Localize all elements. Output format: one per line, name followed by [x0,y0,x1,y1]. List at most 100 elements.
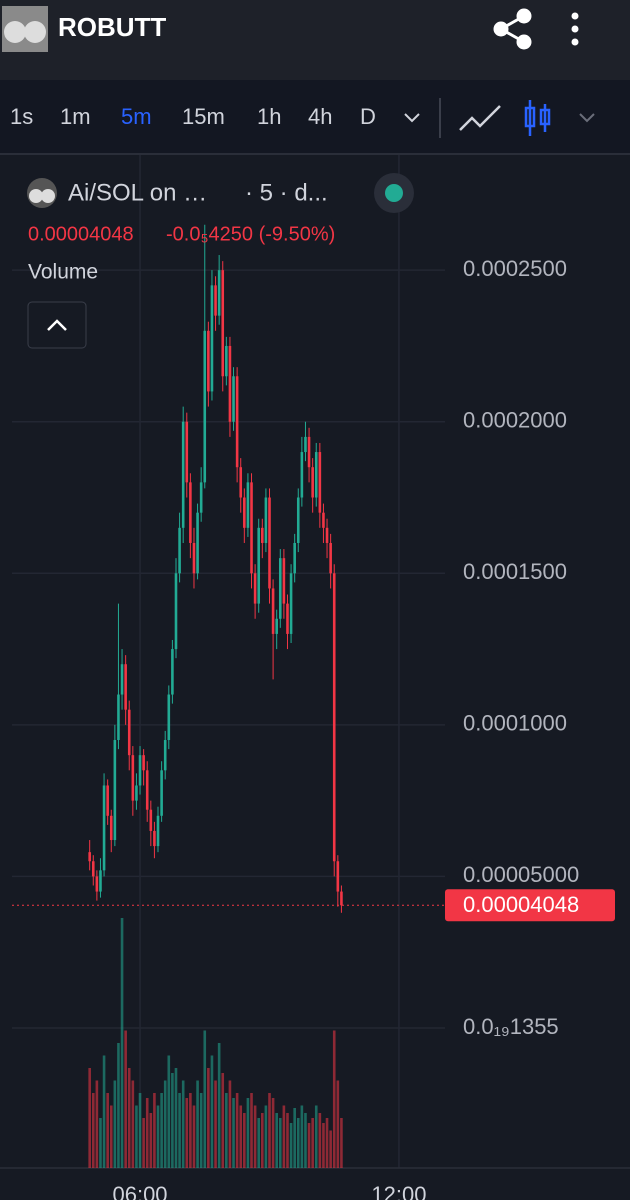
y-tick-label: 0.0001000 [463,711,567,736]
candle-body [124,664,127,710]
volume-bar [253,1105,257,1168]
volume-bar [124,1030,127,1168]
volume-bar [246,1098,250,1168]
candle-body [106,785,109,816]
candle-body [207,330,210,392]
candle-body [153,830,156,847]
candle-body [311,467,314,498]
volume-bar [196,1080,199,1168]
volume-bar [311,1118,314,1168]
volume-bar [225,1093,228,1168]
volume-bar [149,1113,153,1168]
volume-bar [239,1105,243,1168]
candle-body [167,694,171,741]
candle-body [271,588,275,634]
volume-bar [127,1068,131,1168]
interval-button[interactable]: D [360,104,376,129]
volume-bar [91,1093,95,1168]
interval-button[interactable]: 1h [257,104,281,129]
last-price-text: 0.00004048 [463,892,579,917]
candle-body [174,573,178,650]
candle-body [117,694,120,741]
last-price-tag [445,889,615,922]
candle-body [163,740,167,771]
candle-body [336,861,340,892]
y-tick-label: 0.0002500 [463,256,567,281]
volume-bar [300,1105,304,1168]
volume-bar [117,1043,120,1168]
interval-button[interactable]: 4h [308,104,332,129]
candle-body [235,376,239,468]
volume-bar [178,1093,181,1168]
candle-body [142,755,145,771]
y-tick-label: 0.0₁₉1355 [463,1014,559,1039]
candle-body [239,467,243,498]
volume-bar [199,1093,203,1168]
candle-body [300,452,304,498]
volume-bar [296,1118,300,1168]
candle-chart-button[interactable] [524,100,551,136]
candle-body [250,482,253,574]
candle-body [253,573,257,604]
volume-bar [264,1105,268,1168]
candle-body [225,345,228,377]
candle-body [88,852,91,862]
volume-bar [95,1080,99,1168]
volume-bar [138,1093,142,1168]
volume-bar [232,1098,235,1168]
volume-bar [88,1068,91,1168]
candle-body [228,345,232,422]
volume-bar [286,1113,289,1168]
candle-body [102,785,106,871]
indicator-label: Volume [28,261,98,284]
candle-body [217,270,221,316]
volume-bar [145,1098,149,1168]
volume-bar [325,1118,329,1168]
volume-bar [203,1030,207,1168]
volume-bar [275,1113,278,1168]
candle-body [246,482,250,528]
volume-bar [282,1105,286,1168]
interval-button[interactable]: 5m [121,104,152,129]
candle-body [329,542,332,574]
volume-bar [153,1093,156,1168]
candle-body [275,618,278,634]
more-button[interactable] [571,12,579,46]
candle-body [131,755,135,801]
share-button[interactable] [493,8,532,50]
volume-bar [102,1055,106,1168]
candle-body [332,573,336,862]
volume-bar [109,1105,113,1168]
y-tick-label: 0.0001500 [463,559,567,584]
candle-body [109,815,113,841]
interval-button[interactable]: 15m [182,104,225,129]
volume-bar [268,1093,271,1168]
volume-bar [189,1093,192,1168]
interval-button[interactable]: 1m [60,104,91,129]
candle-body [196,512,199,574]
chart-pane: 0.0002500 0.0002000 0.0001500 0.0001000 0.00… [0,155,630,1200]
volume-bar [336,1080,340,1168]
volume-bar [210,1055,214,1168]
candle-body [322,512,325,528]
candle-body [278,558,282,619]
candle-body [307,436,311,468]
x-tick-label: 12:00 [371,1182,426,1200]
chart-type-dropdown[interactable] [579,113,595,123]
collapse-button[interactable] [27,301,87,349]
candle-body [95,876,99,892]
candle-body [199,482,203,513]
line-chart-button[interactable] [459,105,501,131]
interval-button[interactable]: 1s [10,104,33,129]
candle-body [214,285,217,316]
volume-bar [120,918,124,1168]
candle-body [192,542,196,574]
volume-bar [243,1113,246,1168]
candle-body [296,497,300,543]
interval-dropdown[interactable] [404,113,420,123]
candle-body [282,558,286,604]
candle-body [99,870,102,892]
candle-body [145,770,149,810]
candle-body [286,603,289,634]
